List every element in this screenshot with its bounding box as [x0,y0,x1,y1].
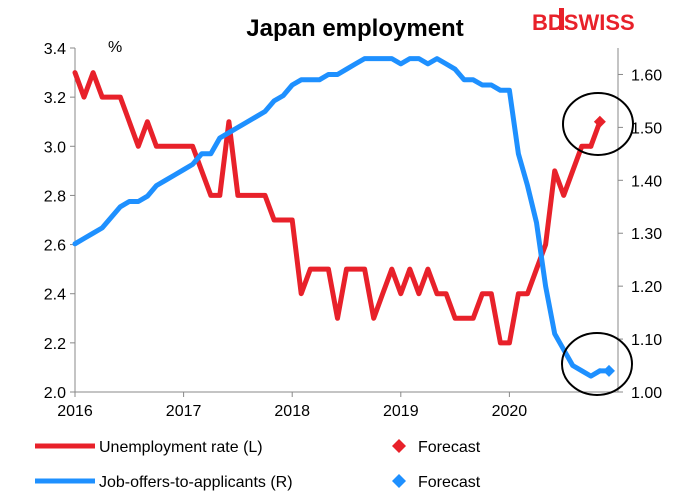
left-tick-label: 3.4 [44,41,66,58]
left-tick-label: 2.4 [44,287,66,304]
legend-marker-forecast-blue [392,474,406,488]
brand-logo: BDSWISS [532,8,635,35]
left-axis-unit: % [108,39,122,56]
series-layer [72,56,603,379]
x-axis: 2016 2017 2018 2019 2020 [57,392,527,420]
forecast-highlight-circle-top [562,92,634,156]
legend-label-forecast-blue: Forecast [418,474,481,491]
right-tick-label: 1.50 [631,120,662,137]
right-tick-label: 1.30 [631,226,662,243]
x-tick-label: 2018 [274,403,310,420]
x-tick-label: 2020 [492,403,528,420]
right-tick-label: 1.20 [631,279,662,296]
legend-label-forecast-red: Forecast [418,439,481,456]
x-tick-label: 2016 [57,403,93,420]
legend-label-unemployment: Unemployment rate (L) [99,439,263,456]
x-tick-label: 2017 [166,403,202,420]
right-axis: 1.00 1.10 1.20 1.30 1.40 1.50 1.60 [618,67,662,402]
chart-title: Japan employment [246,15,463,42]
left-axis: 2.0 2.2 2.4 2.6 2.8 3.0 3.2 3.4 [44,41,75,402]
forecast-marker-unemployment [593,115,606,128]
forecast-highlight-circle-bottom [561,332,633,396]
right-tick-label: 1.00 [631,385,662,402]
left-tick-label: 2.2 [44,336,66,353]
left-tick-label: 2.0 [44,385,66,402]
logo-bar [559,8,564,30]
forecast-layer [588,115,615,377]
left-tick-label: 2.6 [44,238,66,255]
axes [74,48,619,393]
left-tick-label: 2.8 [44,188,66,205]
left-tick-label: 3.0 [44,139,66,156]
x-tick-label: 2019 [383,403,419,420]
legend-marker-forecast-red [392,439,406,453]
logo-text: BDSWISS [532,10,635,35]
right-tick-label: 1.10 [631,332,662,349]
right-tick-label: 1.40 [631,173,662,190]
series-line-job-offers [72,56,603,379]
legend: Unemployment rate (L) Forecast Job-offer… [35,439,481,491]
series-line-unemployment [72,70,594,346]
legend-label-job-offers: Job-offers-to-applicants (R) [99,474,293,491]
left-tick-label: 3.2 [44,90,66,107]
right-tick-label: 1.60 [631,67,662,84]
forecast-marker-job-offers [602,364,615,377]
